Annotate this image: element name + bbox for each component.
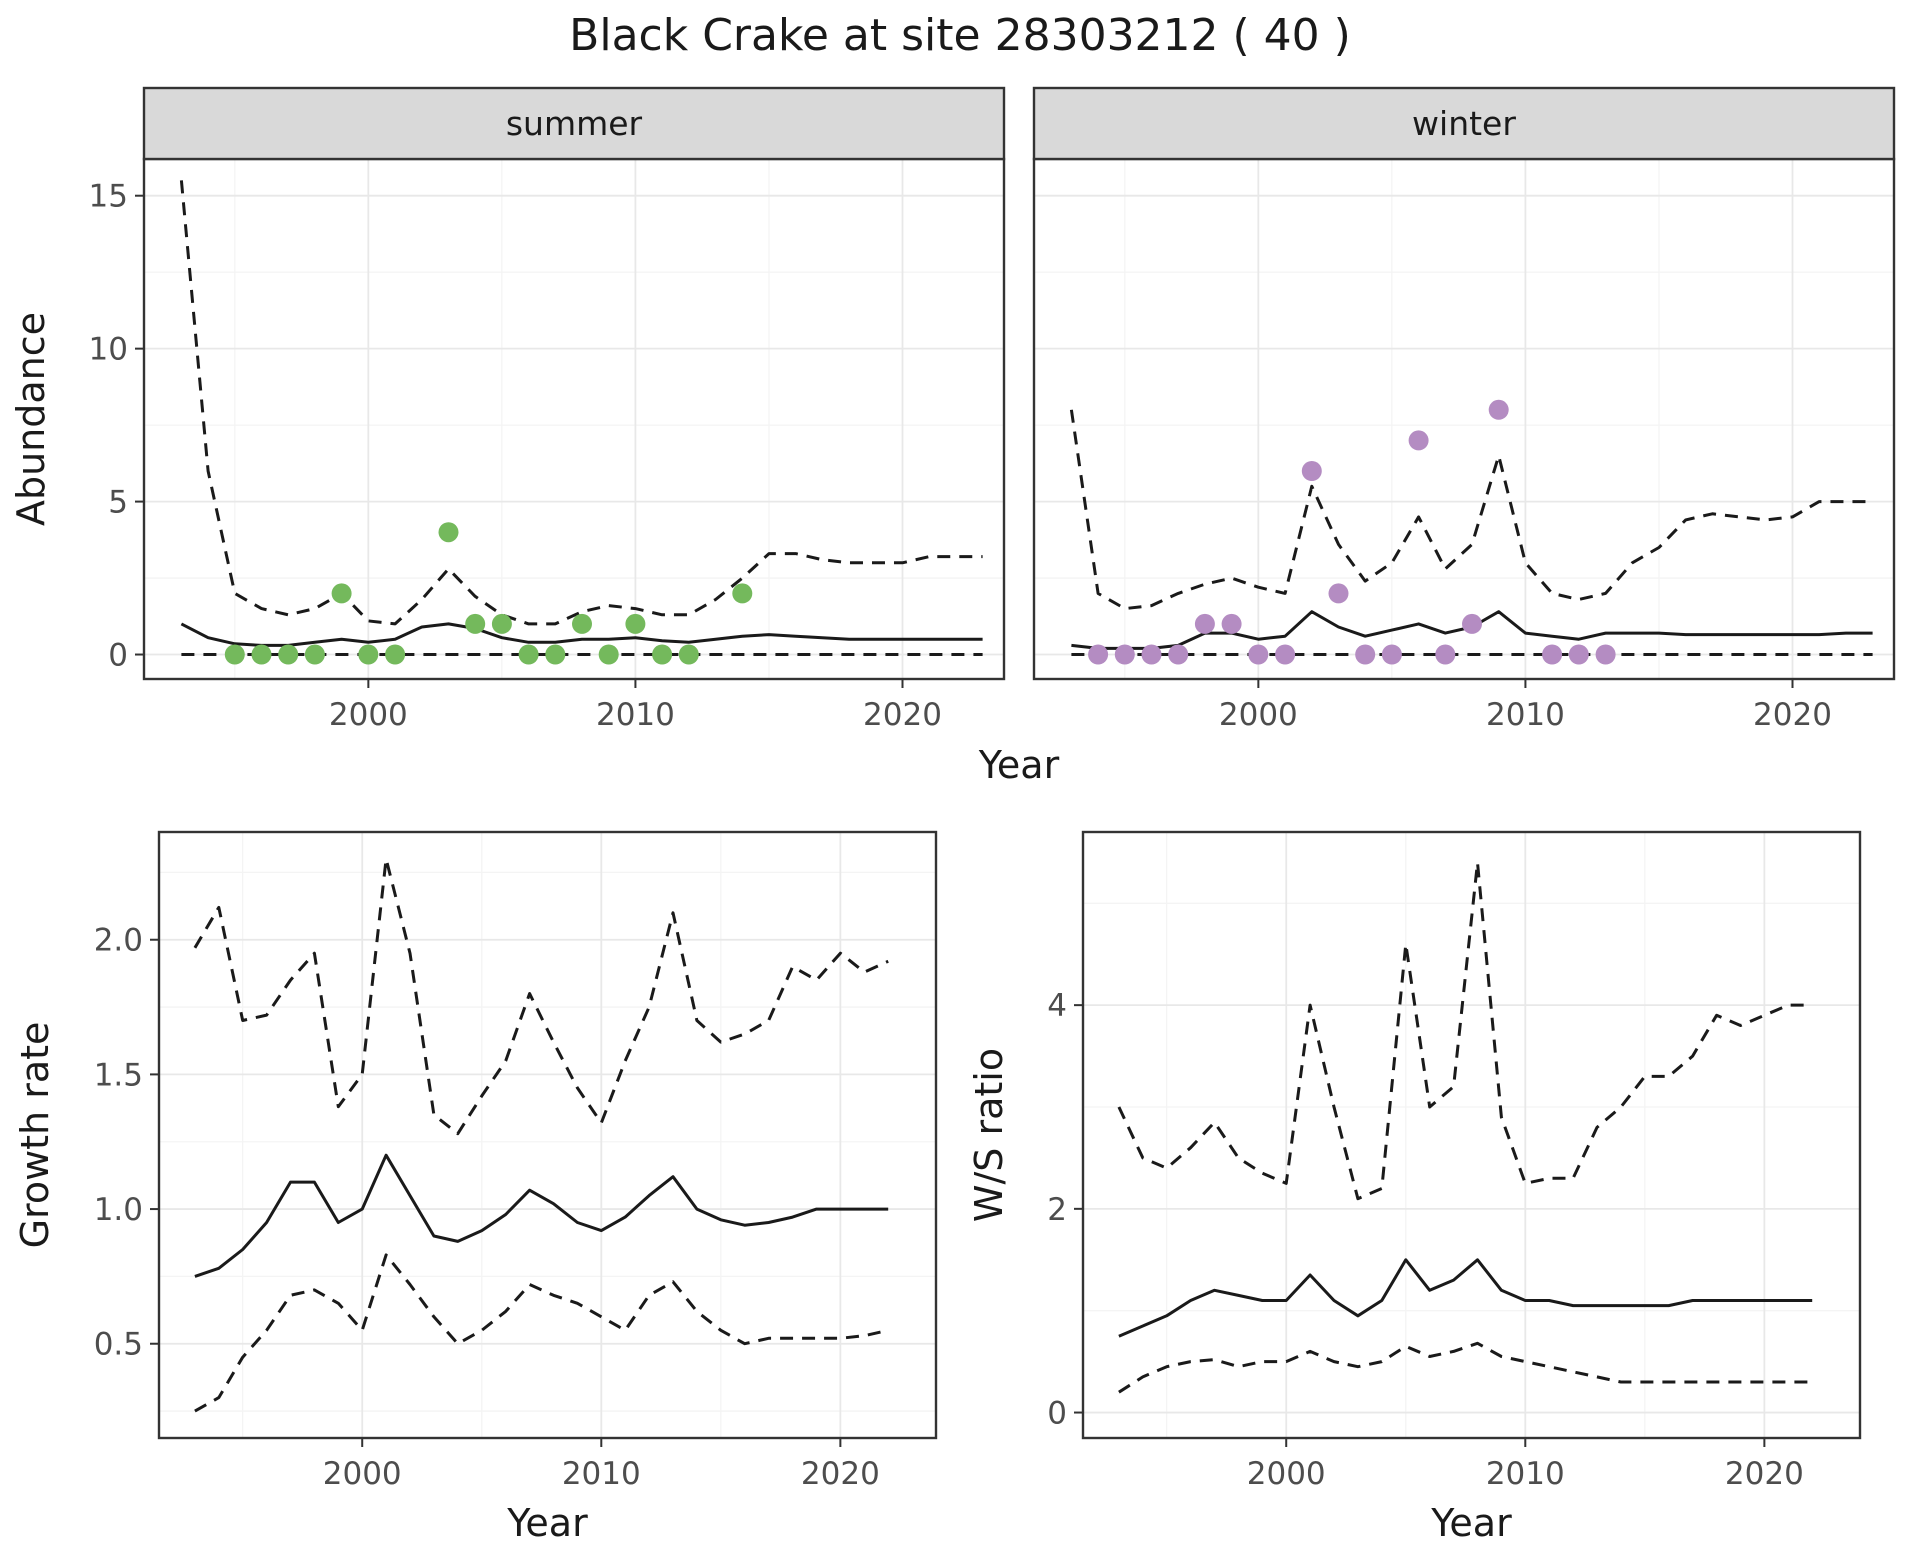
y-tick-label: 1.5	[94, 1057, 143, 1093]
y-tick-label: 10	[89, 332, 128, 368]
x-tick-label: 2000	[1247, 1456, 1326, 1492]
observed-point	[1168, 644, 1189, 665]
observed-point	[385, 644, 406, 665]
series-fitted	[194, 1153, 889, 1278]
x-tick-label: 2000	[1219, 697, 1298, 733]
observed-point	[652, 644, 673, 665]
observed-point	[1462, 613, 1482, 634]
y-axis-title: Growth rate	[13, 1022, 57, 1249]
y-axis-title: Abundance	[9, 312, 53, 526]
observed-point	[1248, 644, 1269, 665]
observed-point	[732, 583, 753, 604]
observed-point	[1568, 644, 1589, 665]
x-tick-label: 2000	[329, 697, 408, 733]
panel-abundance-winter: 2000 2010 2020 winter	[1032, 86, 1896, 733]
series-lower-95ci	[1118, 1341, 1813, 1394]
observed-point	[304, 644, 325, 665]
x-tick-label: 2010	[1486, 1456, 1565, 1492]
observed-point	[1355, 644, 1376, 665]
observed-point	[1301, 461, 1322, 481]
observed-point	[678, 644, 699, 665]
facet-strip	[1032, 86, 1896, 161]
panel-background	[1034, 159, 1894, 679]
observed-point	[438, 522, 459, 543]
observed-point	[1381, 644, 1402, 665]
panel-growth-rate: 2000 2010 2020 0.5 1.0 1.5 2.0 Year Growth rate	[13, 830, 938, 1545]
panel-background	[144, 159, 1004, 679]
x-axis-title: Year	[1430, 1501, 1512, 1545]
observed-point	[491, 613, 512, 634]
x-tick-label: 2020	[801, 1456, 880, 1492]
observed-point	[1408, 430, 1429, 451]
y-axis-title: W/S ratio	[967, 1048, 1011, 1222]
panel-border	[1081, 830, 1862, 1440]
y-tick-label: 5	[108, 485, 128, 521]
observed-point	[572, 613, 592, 634]
panel-background	[159, 832, 936, 1438]
observed-point	[1114, 644, 1135, 665]
observed-point	[545, 644, 566, 665]
x-axis-title: Year	[978, 743, 1060, 787]
y-tick-label: 0	[108, 638, 128, 674]
observed-point	[1088, 644, 1109, 665]
observed-point	[224, 644, 245, 665]
panel-background	[1083, 832, 1860, 1438]
panel-ws-ratio: 2000 2010 2020 0 2 4 Year W/S ratio	[967, 830, 1862, 1545]
y-tick-label: 2.0	[94, 923, 143, 959]
observed-point	[1141, 644, 1162, 665]
x-tick-label: 2000	[323, 1456, 402, 1492]
x-tick-label: 2010	[1486, 697, 1565, 733]
observed-point	[598, 644, 619, 665]
x-tick-label: 2010	[596, 697, 675, 733]
observed-point	[251, 644, 272, 665]
y-tick-label: 0	[1047, 1396, 1067, 1432]
observed-point	[358, 644, 379, 665]
y-tick-label: 4	[1047, 988, 1067, 1024]
observed-point	[1328, 583, 1349, 604]
x-tick-label: 2020	[1753, 697, 1832, 733]
facet-strip-label: summer	[506, 104, 643, 143]
observed-point	[1542, 644, 1563, 665]
observed-point	[331, 583, 352, 604]
series-fitted	[1118, 1258, 1813, 1338]
panel-border	[157, 830, 938, 1440]
observed-point	[1221, 613, 1242, 634]
observed-point	[1194, 613, 1215, 634]
observed-point	[1435, 644, 1456, 665]
y-tick-label: 15	[89, 179, 128, 215]
observed-point	[1595, 644, 1616, 665]
observed-point	[1275, 644, 1296, 665]
x-tick-label: 2020	[1725, 1456, 1804, 1492]
x-tick-label: 2010	[562, 1456, 641, 1492]
y-tick-label: 1.0	[94, 1192, 143, 1228]
observed-point	[518, 644, 539, 665]
x-tick-label: 2020	[863, 697, 942, 733]
observed-point	[1488, 399, 1509, 420]
chart-title: Black Crake at site 28303212 ( 40 )	[569, 10, 1351, 61]
series-upper-95ci	[193, 857, 889, 1136]
series-fitted	[180, 622, 983, 647]
x-axis-title: Year	[506, 1501, 588, 1545]
facet-strip	[142, 86, 1006, 161]
series-upper-95ci	[1117, 861, 1813, 1201]
y-tick-label: 2	[1047, 1192, 1067, 1228]
observed-point	[465, 613, 486, 634]
observed-point	[625, 613, 646, 634]
observed-point	[278, 644, 299, 665]
panel-abundance-summer: 2000 2010 2020 0 5 10 15 summer	[89, 86, 1006, 733]
facet-strip-label: winter	[1412, 104, 1516, 143]
y-tick-label: 0.5	[94, 1327, 143, 1363]
